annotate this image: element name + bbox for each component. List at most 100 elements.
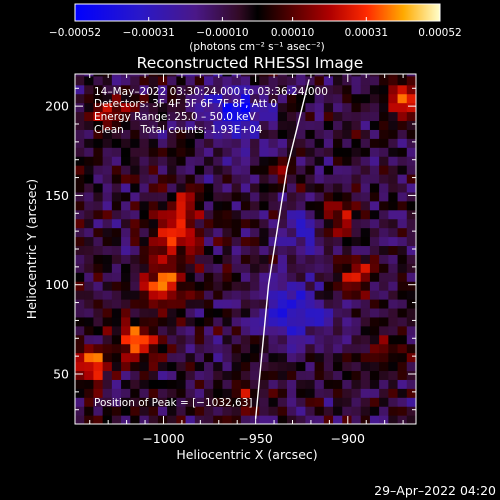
heatmap-cell — [231, 120, 242, 130]
heatmap-cell — [314, 218, 325, 229]
heatmap-cell — [102, 147, 113, 157]
heatmap-cell — [102, 236, 113, 247]
heatmap-cell — [185, 74, 196, 77]
heatmap-cell — [111, 74, 122, 77]
heatmap-cell — [194, 316, 205, 327]
heatmap-cell — [351, 343, 362, 354]
heatmap-cell — [351, 129, 362, 139]
heatmap-cell — [360, 236, 371, 247]
heatmap-cell — [360, 352, 371, 363]
heatmap-cell — [194, 245, 205, 255]
heatmap-cell — [93, 191, 104, 202]
heatmap-cell — [167, 102, 177, 113]
heatmap-cell — [222, 200, 233, 211]
heatmap-cell — [148, 263, 159, 273]
heatmap-cell — [388, 74, 399, 77]
heatmap-cell — [351, 93, 362, 104]
heatmap-cell — [342, 316, 353, 327]
heatmap-cell — [204, 334, 214, 345]
heatmap-cell — [204, 147, 214, 157]
heatmap-cell — [286, 138, 297, 148]
heatmap-cell — [397, 290, 408, 300]
heatmap-cell — [277, 182, 288, 193]
heatmap-cell — [277, 84, 288, 95]
heatmap-cell — [397, 209, 408, 220]
heatmap-cell — [397, 281, 408, 291]
heatmap-cell — [167, 370, 177, 380]
heatmap-cell — [194, 379, 205, 389]
heatmap-cell — [222, 316, 233, 327]
heatmap-cell — [93, 209, 104, 220]
heatmap-cell — [157, 111, 168, 122]
heatmap-cell — [259, 281, 270, 291]
heatmap-cell — [250, 74, 260, 77]
heatmap-cell — [194, 370, 205, 380]
heatmap-cell — [379, 299, 389, 309]
heatmap-cell — [397, 352, 408, 363]
heatmap-cell — [167, 397, 177, 407]
heatmap-cell — [333, 84, 343, 95]
heatmap-cell — [379, 102, 389, 113]
heatmap-cell — [369, 290, 380, 300]
heatmap-cell — [342, 352, 353, 363]
heatmap-cell — [277, 120, 288, 130]
heatmap-cell — [194, 388, 205, 398]
heatmap-cell — [397, 218, 408, 229]
heatmap-cell — [240, 84, 251, 95]
heatmap-cell — [333, 254, 343, 264]
heatmap-cell — [75, 334, 85, 345]
heatmap-cell — [250, 93, 260, 104]
heatmap-cell — [121, 200, 131, 211]
heatmap-cell — [351, 120, 362, 130]
heatmap-cell — [111, 281, 122, 291]
heatmap-cell — [250, 84, 260, 95]
heatmap-cell — [213, 263, 224, 273]
heatmap-cell — [369, 352, 380, 363]
heatmap-cell — [185, 120, 196, 130]
heatmap-cell — [185, 352, 196, 363]
heatmap-cell — [84, 120, 95, 130]
heatmap-cell — [369, 102, 380, 113]
heatmap-cell — [360, 84, 371, 95]
heatmap-cell — [388, 388, 399, 398]
heatmap-cell — [93, 75, 104, 86]
heatmap-cell — [213, 343, 224, 354]
heatmap-cell — [296, 272, 307, 282]
heatmap-cell — [406, 236, 416, 247]
heatmap-cell — [277, 352, 288, 363]
heatmap-cell — [102, 120, 113, 130]
heatmap-cell — [360, 272, 371, 282]
heatmap-cell — [268, 111, 279, 122]
heatmap-cell — [277, 361, 288, 372]
heatmap-cell — [167, 218, 177, 229]
heatmap-cell — [259, 361, 270, 372]
heatmap-cell — [268, 254, 279, 264]
heatmap-cell — [130, 120, 141, 130]
heatmap-cell — [194, 272, 205, 282]
heatmap-cell — [397, 191, 408, 202]
heatmap-cell — [139, 415, 150, 424]
heatmap-cell — [157, 406, 168, 416]
heatmap-cell — [93, 325, 104, 336]
heatmap-cell — [305, 120, 316, 130]
heatmap-cell — [305, 174, 316, 184]
heatmap-cell — [139, 281, 150, 291]
heatmap-cell — [139, 236, 150, 247]
heatmap-cell — [231, 147, 242, 157]
heatmap-cell — [84, 388, 95, 398]
heatmap-cell — [102, 415, 113, 424]
heatmap-cell — [121, 281, 131, 291]
heatmap-cell — [121, 174, 131, 184]
heatmap-cell — [148, 138, 159, 148]
heatmap-cell — [305, 75, 316, 86]
heatmap-cell — [388, 93, 399, 104]
heatmap-cell — [213, 174, 224, 184]
heatmap-cell — [204, 307, 214, 318]
heatmap-cell — [139, 352, 150, 363]
heatmap-cell — [121, 388, 131, 398]
heatmap-cell — [305, 129, 316, 139]
heatmap-cell — [194, 406, 205, 416]
heatmap-cell — [333, 379, 343, 389]
heatmap-cell — [314, 138, 325, 148]
heatmap-cell — [259, 388, 270, 398]
